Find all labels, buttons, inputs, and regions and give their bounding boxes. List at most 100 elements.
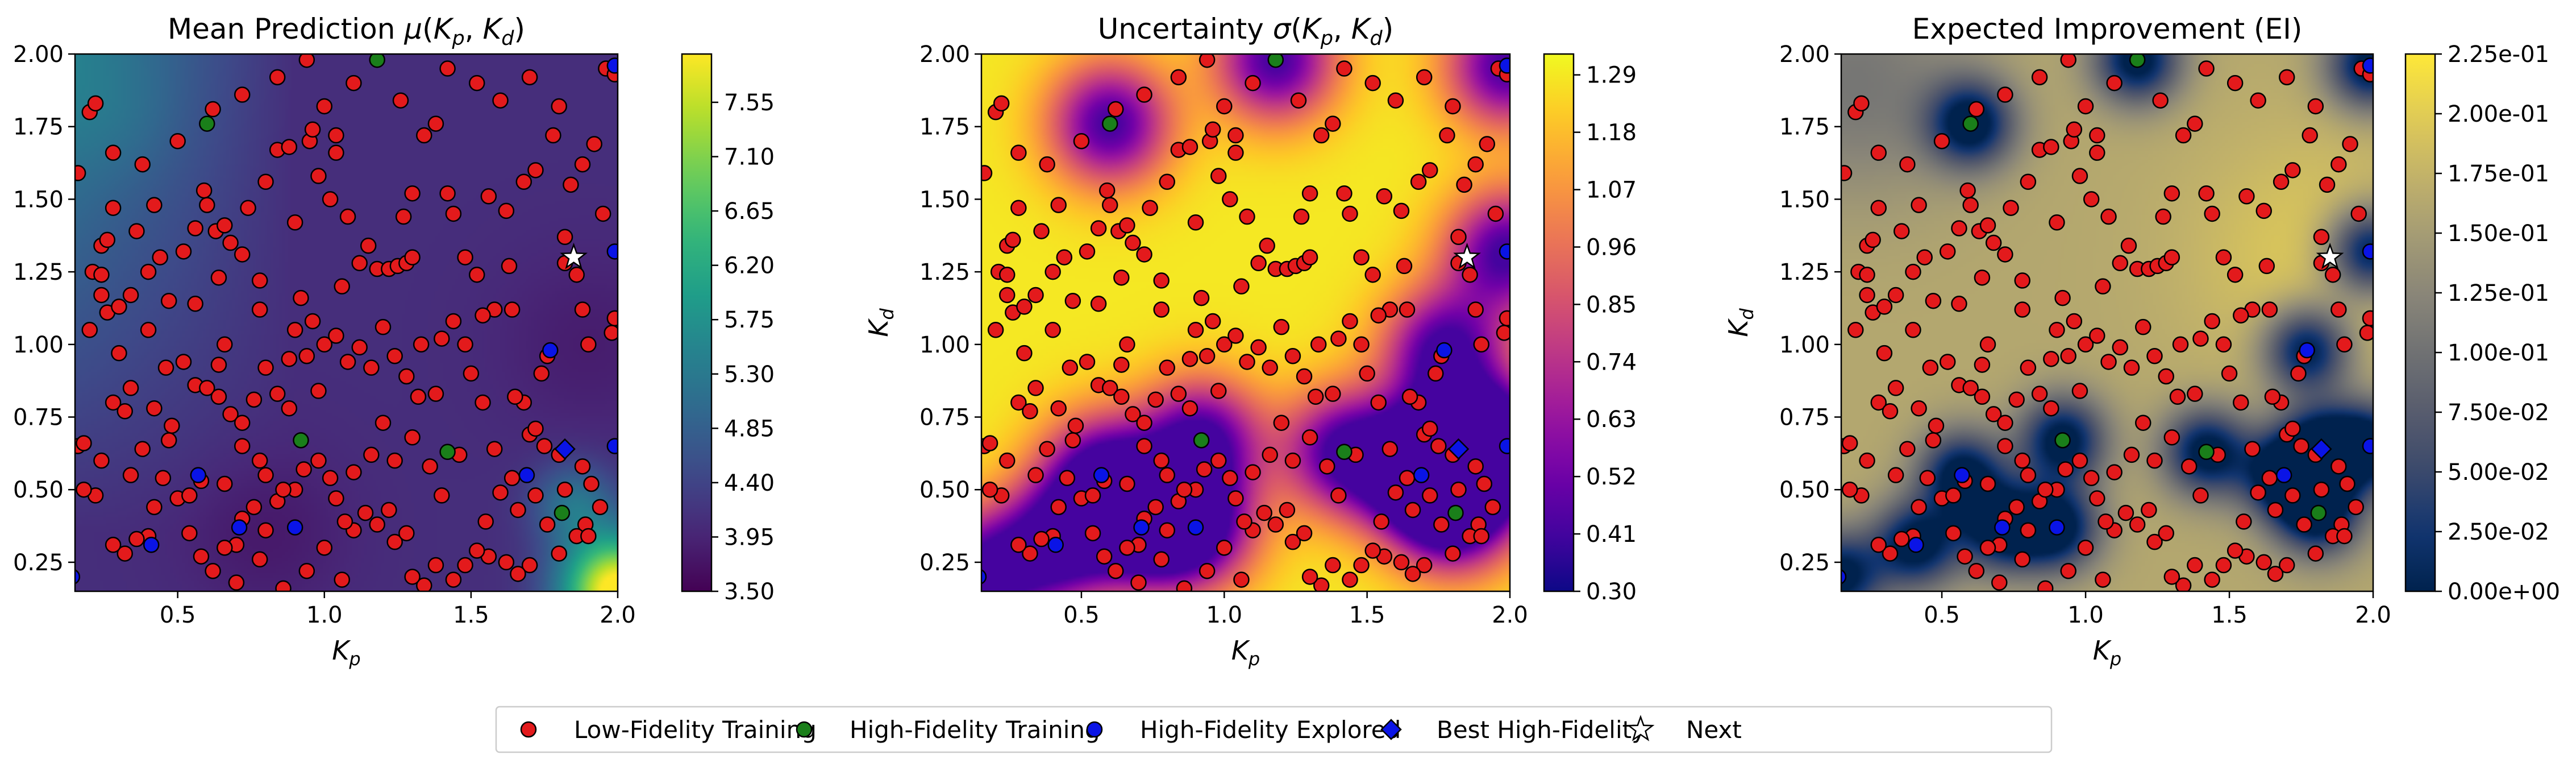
low-fidelity-point [2134, 318, 2151, 335]
low-fidelity-point [304, 121, 321, 138]
plot-frame [980, 53, 1511, 592]
legend-marker [1086, 721, 1103, 738]
next-point-marker [2316, 242, 2344, 270]
low-fidelity-point [1887, 380, 1904, 396]
high-fidelity-explored-point [1499, 243, 1510, 260]
low-fidelity-point [160, 432, 177, 449]
low-fidelity-point [1187, 214, 1204, 231]
low-fidelity-point [2258, 258, 2275, 275]
low-fidelity-point [592, 499, 609, 516]
high-fidelity-explored-point [1413, 467, 1430, 483]
low-fidelity-point [1968, 101, 1985, 118]
low-fidelity-point [1142, 200, 1158, 216]
low-fidelity-point [310, 168, 327, 184]
low-fidelity-point [336, 513, 353, 530]
y-tick-label: 1.25 [13, 259, 64, 285]
low-fidelity-point [1951, 296, 1967, 312]
low-fidelity-point [187, 220, 203, 237]
low-fidelity-point [2071, 168, 2088, 184]
y-axis-label: Kd [1723, 308, 1758, 337]
low-fidelity-point [257, 467, 274, 483]
low-fidelity-point [527, 420, 544, 437]
low-fidelity-point [2014, 551, 2030, 568]
low-fidelity-point [2155, 208, 2171, 225]
low-fidelity-point [316, 98, 333, 115]
low-fidelity-point [1933, 132, 1950, 150]
heatmap-image [75, 54, 618, 591]
high-fidelity-explored-point [981, 569, 987, 584]
low-fidelity-point [427, 385, 444, 402]
low-fidelity-point [217, 336, 233, 353]
low-fidelity-point [2077, 98, 2094, 115]
low-fidelity-point [527, 162, 544, 179]
low-fidelity-point [1147, 391, 1164, 408]
y-tick-label: 0.75 [1779, 405, 1830, 431]
low-fidelity-point [1153, 452, 1170, 469]
high-fidelity-explored-point [2299, 342, 2315, 359]
high-fidelity-training-point [2129, 54, 2146, 68]
colorbar-tick-label: 5.30 [724, 362, 775, 388]
low-fidelity-point [140, 322, 157, 338]
low-fidelity-point [328, 327, 344, 344]
legend-label: High-Fidelity Explored [1140, 716, 1401, 744]
low-fidelity-point [1016, 298, 1033, 315]
low-fidelity-point [1899, 156, 1916, 173]
y-tick-label: 1.50 [1779, 186, 1830, 213]
low-fidelity-point [2014, 301, 2030, 318]
low-fidelity-point [1210, 383, 1227, 399]
high-fidelity-training-point [2310, 504, 2327, 521]
low-fidelity-point [2250, 484, 2266, 501]
low-fidelity-point [2255, 554, 2272, 571]
low-fidelity-point [217, 217, 233, 234]
low-fidelity-point [76, 435, 92, 451]
low-fidelity-point [122, 467, 139, 483]
low-fidelity-point [1027, 467, 1044, 483]
low-fidelity-point [392, 92, 409, 109]
low-fidelity-point [1364, 74, 1381, 92]
low-fidelity-point [222, 406, 239, 422]
low-fidelity-point [1373, 513, 1390, 530]
low-fidelity-point [339, 354, 356, 370]
low-fidelity-point [1227, 127, 1244, 144]
low-fidelity-point [157, 359, 174, 376]
low-fidelity-point [1204, 313, 1221, 330]
low-fidelity-point [2261, 470, 2278, 487]
low-fidelity-point [2014, 272, 2030, 289]
low-fidelity-point [1216, 540, 1233, 556]
low-fidelity-point [1925, 432, 1942, 449]
best-high-fidelity-marker [554, 438, 576, 460]
x-tick-label: 1.5 [2211, 602, 2248, 628]
low-fidelity-point [1033, 530, 1050, 548]
low-fidelity-point [1865, 231, 1881, 248]
low-fidelity-point [2158, 368, 2174, 385]
low-fidelity-point [1410, 173, 1427, 190]
low-fidelity-point [1296, 368, 1313, 385]
heatmap-image [1841, 54, 2373, 591]
low-fidelity-point [1404, 566, 1421, 582]
low-fidelity-point [1119, 540, 1135, 556]
high-fidelity-explored-point [1093, 467, 1110, 483]
legend-marker [796, 721, 813, 738]
low-fidelity-point [1010, 394, 1027, 411]
low-fidelity-point [1064, 292, 1081, 309]
low-fidelity-point [175, 354, 192, 370]
low-fidelity-point [434, 487, 450, 504]
low-fidelity-point [351, 339, 368, 356]
low-fidelity-point [1290, 92, 1307, 109]
low-fidelity-point [1959, 182, 1976, 199]
low-fidelity-point [1325, 115, 1341, 132]
low-fidelity-point [310, 383, 327, 399]
low-fidelity-point [1153, 301, 1170, 318]
low-fidelity-point [1922, 359, 1939, 376]
low-fidelity-point [1399, 470, 1416, 487]
colorbar-tick-label: 7.10 [724, 144, 775, 171]
low-fidelity-point [1130, 574, 1147, 591]
low-fidelity-point [1979, 540, 1996, 556]
low-fidelity-point [503, 470, 521, 487]
low-fidelity-point [987, 322, 1004, 338]
low-fidelity-point [398, 525, 415, 542]
low-fidelity-point [1050, 197, 1067, 213]
low-fidelity-point [1979, 475, 1996, 492]
low-fidelity-point [298, 562, 315, 579]
high-fidelity-training-point [293, 432, 309, 449]
